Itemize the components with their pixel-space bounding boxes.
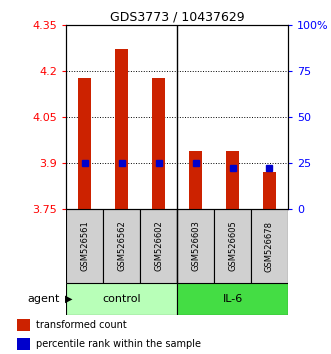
Text: GSM526561: GSM526561 [80, 221, 89, 272]
Text: GSM526602: GSM526602 [154, 221, 163, 272]
Text: control: control [102, 294, 141, 304]
Text: transformed count: transformed count [36, 320, 127, 330]
Text: GSM526562: GSM526562 [117, 221, 126, 272]
Text: ▶: ▶ [65, 294, 72, 304]
Bar [66, 209, 103, 283]
Bar [66, 283, 177, 315]
Bar [140, 209, 177, 283]
Bar [263, 172, 276, 209]
Text: GSM526603: GSM526603 [191, 221, 200, 272]
Bar [17, 338, 30, 350]
Bar [17, 319, 30, 331]
Bar [226, 150, 239, 209]
Text: percentile rank within the sample: percentile rank within the sample [36, 339, 201, 349]
Bar [214, 209, 251, 283]
Text: GSM526605: GSM526605 [228, 221, 237, 272]
Bar [251, 209, 288, 283]
Text: IL-6: IL-6 [222, 294, 243, 304]
Bar [78, 79, 91, 209]
Bar [152, 79, 165, 209]
Bar [115, 49, 128, 209]
Bar [189, 150, 202, 209]
Title: GDS3773 / 10437629: GDS3773 / 10437629 [110, 11, 244, 24]
Bar [177, 209, 214, 283]
Bar [177, 283, 288, 315]
Text: agent: agent [27, 294, 60, 304]
Text: GSM526678: GSM526678 [265, 221, 274, 272]
Bar [103, 209, 140, 283]
